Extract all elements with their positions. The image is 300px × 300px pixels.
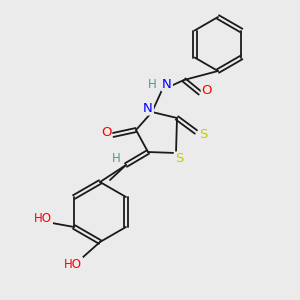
Text: O: O bbox=[101, 127, 111, 140]
Text: H: H bbox=[112, 152, 120, 166]
Text: O: O bbox=[202, 85, 212, 98]
Text: HO: HO bbox=[64, 257, 82, 271]
Text: S: S bbox=[175, 152, 183, 166]
Text: S: S bbox=[199, 128, 207, 142]
Text: HO: HO bbox=[34, 212, 52, 226]
Text: H: H bbox=[148, 77, 156, 91]
Text: N: N bbox=[162, 77, 172, 91]
Text: N: N bbox=[143, 101, 153, 115]
